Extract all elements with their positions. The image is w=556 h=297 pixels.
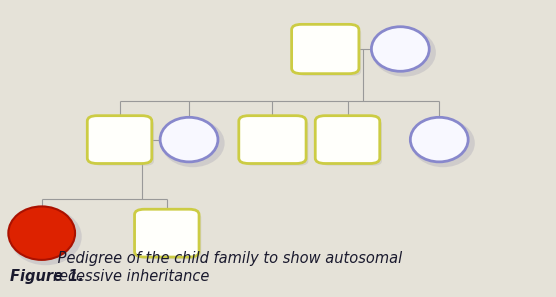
Ellipse shape — [9, 208, 82, 265]
FancyBboxPatch shape — [140, 213, 201, 259]
Ellipse shape — [8, 206, 75, 260]
FancyBboxPatch shape — [245, 119, 309, 166]
Ellipse shape — [161, 119, 225, 167]
FancyBboxPatch shape — [291, 24, 359, 74]
FancyBboxPatch shape — [321, 119, 382, 166]
Ellipse shape — [411, 119, 475, 167]
FancyBboxPatch shape — [315, 116, 380, 163]
FancyBboxPatch shape — [87, 116, 152, 163]
FancyBboxPatch shape — [239, 116, 306, 163]
Ellipse shape — [373, 29, 436, 77]
Ellipse shape — [371, 27, 429, 71]
Ellipse shape — [410, 117, 468, 162]
FancyBboxPatch shape — [93, 119, 154, 166]
Text: Figure 1.: Figure 1. — [10, 268, 84, 284]
FancyBboxPatch shape — [135, 209, 199, 257]
Text: Pedigree of the child family to show autosomal
recessive inheritance: Pedigree of the child family to show aut… — [53, 251, 403, 284]
FancyBboxPatch shape — [297, 28, 361, 76]
Ellipse shape — [160, 117, 218, 162]
